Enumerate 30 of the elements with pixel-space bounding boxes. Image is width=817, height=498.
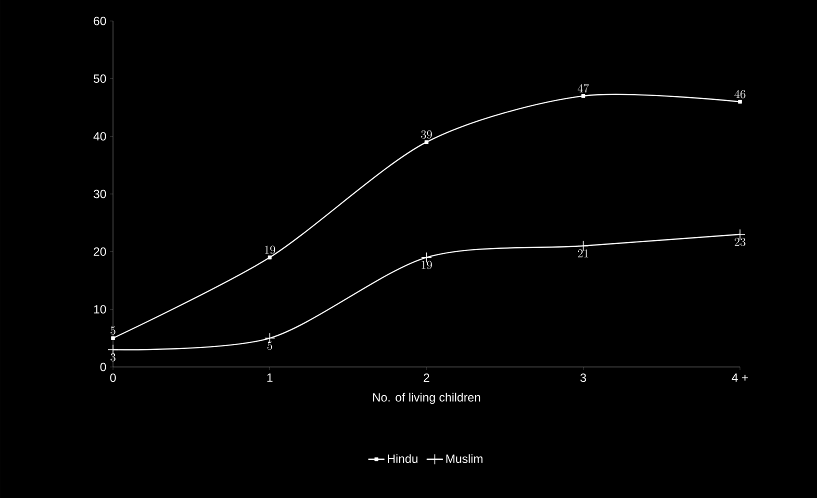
data-label: 5 [267, 342, 272, 350]
y-tick-label: 10 [94, 305, 106, 314]
data-label: 5 [110, 326, 116, 335]
data-label: 46 [734, 90, 746, 98]
x-axis-title: No. of living children [373, 392, 480, 404]
y-tick-label: 40 [93, 132, 106, 141]
point [424, 140, 428, 144]
data-label: 47 [578, 84, 589, 92]
x-tick-label: 0 [110, 374, 116, 382]
legend-label: Muslim [446, 454, 482, 463]
x-tick-label: 4 + [732, 374, 748, 382]
data-label: 19 [422, 260, 432, 270]
data-label: 19 [265, 246, 276, 254]
point [268, 256, 272, 260]
data-label: 21 [578, 249, 588, 258]
y-tick-label: 0 [100, 362, 106, 372]
legend-label: Hindu [388, 454, 418, 463]
data-label: 39 [421, 130, 432, 139]
y-tick-label: 60 [94, 16, 106, 26]
x-tick-label: 2 [424, 374, 430, 382]
y-tick-label: 50 [94, 74, 106, 83]
x-tick-label: 3 [580, 374, 586, 382]
x-tick-label: 1 [267, 374, 272, 382]
y-tick-label: 20 [94, 247, 106, 256]
data-label: 3 [110, 353, 116, 362]
point [581, 94, 586, 98]
point [111, 336, 115, 340]
point [738, 100, 742, 104]
y-tick-label: 30 [94, 190, 106, 198]
data-label: 23 [734, 238, 746, 246]
